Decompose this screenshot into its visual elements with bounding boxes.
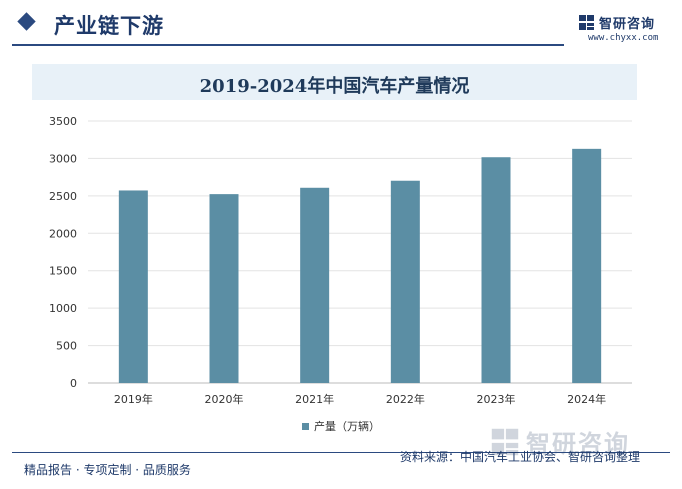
bar bbox=[481, 157, 511, 383]
y-tick-label: 2500 bbox=[49, 190, 77, 203]
chart-title: 2019-2024年中国汽车产量情况 bbox=[199, 76, 470, 97]
y-tick-label: 0 bbox=[70, 377, 77, 390]
y-tick-label: 3500 bbox=[49, 115, 77, 128]
y-tick-label: 1500 bbox=[49, 265, 77, 278]
bar bbox=[209, 194, 239, 383]
brand-name: 智研咨询 bbox=[599, 17, 656, 32]
brand-logo: 智研咨询 bbox=[578, 13, 655, 32]
watermark-brand-name: 智研咨询 bbox=[526, 430, 630, 458]
chart-title-bar: 2019-2024年中国汽车产量情况 bbox=[32, 64, 637, 100]
watermark-logo: 智研咨询 bbox=[490, 424, 630, 459]
bar bbox=[118, 190, 148, 383]
x-tick-label: 2022年 bbox=[386, 392, 425, 406]
y-tick-label: 2000 bbox=[49, 227, 77, 240]
page-header: 产业链下游 智研咨询 www.chyxx.com bbox=[0, 0, 682, 48]
y-tick-label: 3000 bbox=[49, 152, 77, 165]
footer-services: 精品报告 · 专项定制 · 品质服务 bbox=[24, 463, 191, 477]
x-tick-label: 2021年 bbox=[295, 392, 334, 406]
grid-lines bbox=[88, 120, 632, 384]
header-divider bbox=[12, 44, 564, 46]
chart-legend: 产量（万辆） bbox=[302, 418, 380, 434]
footer-divider bbox=[12, 452, 670, 453]
bar bbox=[300, 187, 330, 383]
legend-swatch bbox=[302, 422, 309, 430]
x-tick-label: 2020年 bbox=[205, 392, 244, 406]
footer-source: 资料来源：中国汽车工业协会、智研咨询整理 bbox=[400, 450, 641, 464]
bars bbox=[118, 148, 602, 383]
x-tick-label: 2023年 bbox=[477, 392, 516, 406]
x-tick-label: 2019年 bbox=[114, 392, 153, 406]
bar bbox=[390, 180, 420, 383]
x-tick-label: 2024年 bbox=[567, 392, 606, 406]
brand-logo-icon bbox=[579, 15, 594, 30]
legend-label: 产量（万辆） bbox=[314, 420, 380, 433]
y-axis-ticks: 0 500 1000 1500 2000 2500 3000 3500 bbox=[49, 115, 77, 390]
site-url: www.chyxx.com bbox=[588, 33, 659, 43]
bar bbox=[572, 148, 602, 383]
section-title: 产业链下游 bbox=[54, 14, 164, 38]
y-tick-label: 1000 bbox=[49, 302, 77, 315]
x-axis-ticks: 2019年 2020年 2021年 2022年 2023年 2024年 bbox=[114, 392, 606, 406]
y-tick-label: 500 bbox=[56, 340, 77, 353]
